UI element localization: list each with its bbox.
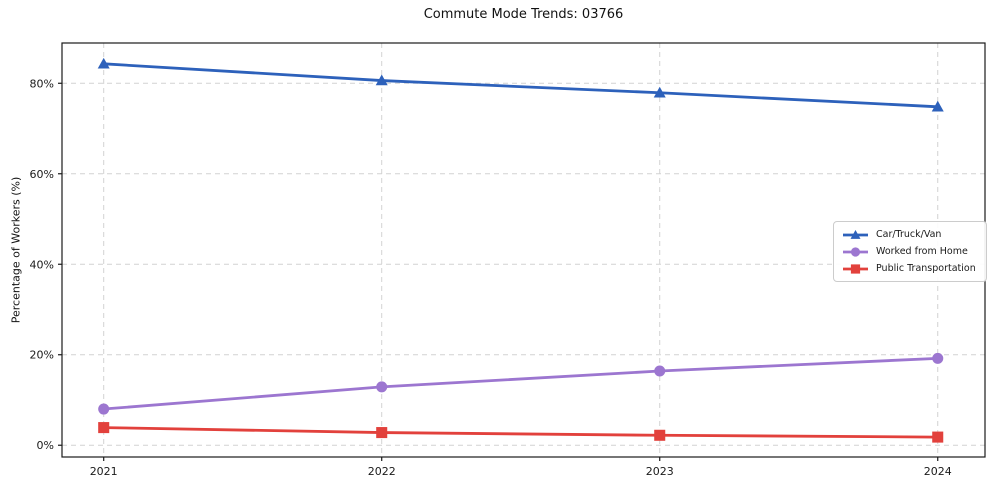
legend-marker-sample — [843, 263, 868, 274]
series-line-car-truck-van — [102, 62, 940, 109]
legend-marker-sample — [843, 229, 868, 239]
y-tick-label: 40% — [30, 258, 54, 271]
chart-title: Commute Mode Trends: 03766 — [423, 7, 624, 22]
legend-label: Public Transportation — [876, 263, 976, 274]
x-tick-label: 2021 — [90, 465, 118, 478]
legend-label: Worked from Home — [876, 246, 968, 257]
circle-marker — [376, 381, 388, 393]
x-tick-label: 2024 — [924, 465, 952, 478]
legend-label: Car/Truck/Van — [876, 229, 942, 240]
legend-marker-sample — [843, 246, 868, 257]
y-tick-label: 20% — [30, 349, 54, 362]
legend-item-car-truck-van: Car/Truck/Van — [842, 228, 976, 241]
circle-marker — [850, 246, 861, 257]
square-marker — [932, 431, 944, 443]
circle-marker — [932, 352, 944, 364]
series-line-public-transportation — [102, 426, 940, 439]
legend: Car/Truck/Van Worked from Home Public Tran… — [833, 221, 987, 282]
triangle-marker — [931, 100, 944, 112]
legend-item-public-transportation: Public Transportation — [842, 262, 976, 275]
triangle-marker — [97, 57, 110, 69]
y-tick-label: 80% — [30, 77, 54, 90]
circle-marker — [654, 365, 666, 377]
y-tick-label: 60% — [30, 168, 54, 181]
triangle-marker — [850, 229, 861, 239]
circle-marker — [98, 403, 110, 415]
triangle-marker — [375, 74, 388, 86]
square-marker — [654, 429, 666, 441]
square-marker — [98, 422, 110, 434]
legend-item-worked-from-home: Worked from Home — [842, 245, 976, 258]
square-marker — [376, 427, 388, 439]
y-tick-label: 0% — [37, 439, 54, 452]
square-marker — [850, 263, 861, 274]
x-tick-label: 2023 — [646, 465, 674, 478]
x-tick-label: 2022 — [368, 465, 396, 478]
triangle-marker — [653, 86, 666, 98]
series-line-worked-from-home — [102, 356, 940, 411]
